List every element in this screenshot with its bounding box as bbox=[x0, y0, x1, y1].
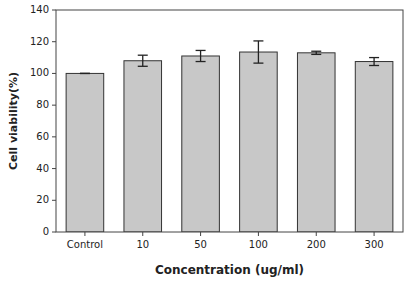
y-tick bbox=[52, 10, 56, 11]
error-bar-cap bbox=[311, 54, 321, 55]
y-tick-label: 20 bbox=[36, 194, 49, 205]
error-bar-cap bbox=[138, 55, 148, 56]
y-tick bbox=[52, 200, 56, 201]
y-tick bbox=[52, 168, 56, 169]
x-tick bbox=[84, 232, 85, 236]
y-tick bbox=[52, 232, 56, 233]
error-bar-cap bbox=[80, 73, 90, 74]
y-tick-label: 80 bbox=[36, 99, 49, 110]
x-tick-label: Control bbox=[67, 239, 103, 250]
x-tick-label: 50 bbox=[194, 239, 207, 250]
error-bar-cap bbox=[196, 61, 206, 62]
y-axis: 0 20 40 60 80 100 120 140 bbox=[30, 4, 56, 237]
error-bar-cap bbox=[369, 65, 379, 66]
error-bar-cap bbox=[80, 73, 90, 74]
error-bar-stem bbox=[258, 41, 259, 63]
y-tick bbox=[52, 136, 56, 137]
y-tick bbox=[52, 41, 56, 42]
x-tick-label: 200 bbox=[307, 239, 326, 250]
error-bar-cap bbox=[253, 40, 263, 41]
error-bar-cap bbox=[138, 66, 148, 67]
x-tick bbox=[200, 232, 201, 236]
error-bar-stem bbox=[373, 58, 374, 66]
y-tick bbox=[52, 105, 56, 106]
error-bar bbox=[80, 73, 90, 74]
x-tick-label: 10 bbox=[136, 239, 149, 250]
error-bar bbox=[196, 50, 206, 61]
error-bar-stem bbox=[142, 55, 143, 66]
error-bar-cap bbox=[253, 62, 263, 63]
x-tick bbox=[316, 232, 317, 236]
error-bar bbox=[138, 55, 148, 66]
y-tick bbox=[52, 73, 56, 74]
bar bbox=[182, 56, 220, 232]
bar bbox=[355, 62, 393, 232]
y-tick-label: 0 bbox=[43, 226, 49, 237]
y-axis-label: Cell viability(%) bbox=[7, 72, 20, 170]
chart-container: 020406080100120140Control1050100200300Co… bbox=[0, 0, 413, 284]
y-tick-label: 140 bbox=[30, 4, 49, 15]
x-axis: Control 10 50 100 200 300 bbox=[67, 232, 384, 250]
x-tick-label: 100 bbox=[249, 239, 268, 250]
error-bar bbox=[311, 51, 321, 54]
x-tick bbox=[142, 232, 143, 236]
y-tick-label: 100 bbox=[30, 67, 49, 78]
error-bar-cap bbox=[369, 57, 379, 58]
bar bbox=[66, 73, 104, 232]
plot-area bbox=[66, 41, 393, 232]
x-tick-label: 300 bbox=[365, 239, 384, 250]
error-bar-cap bbox=[311, 51, 321, 52]
x-axis-label: Concentration (ug/ml) bbox=[155, 263, 304, 277]
bar bbox=[124, 61, 162, 232]
error-bar-stem bbox=[200, 50, 201, 61]
error-bar-cap bbox=[196, 50, 206, 51]
x-tick bbox=[374, 232, 375, 236]
y-tick-label: 120 bbox=[30, 36, 49, 47]
bar bbox=[297, 53, 335, 232]
error-bar bbox=[369, 58, 379, 66]
y-tick-label: 60 bbox=[36, 131, 49, 142]
plot-frame bbox=[56, 10, 403, 232]
y-tick-label: 40 bbox=[36, 163, 49, 174]
bar bbox=[240, 52, 278, 232]
error-bar bbox=[253, 41, 263, 63]
chart-svg: 020406080100120140Control1050100200300Co… bbox=[0, 0, 413, 284]
x-tick bbox=[258, 232, 259, 236]
